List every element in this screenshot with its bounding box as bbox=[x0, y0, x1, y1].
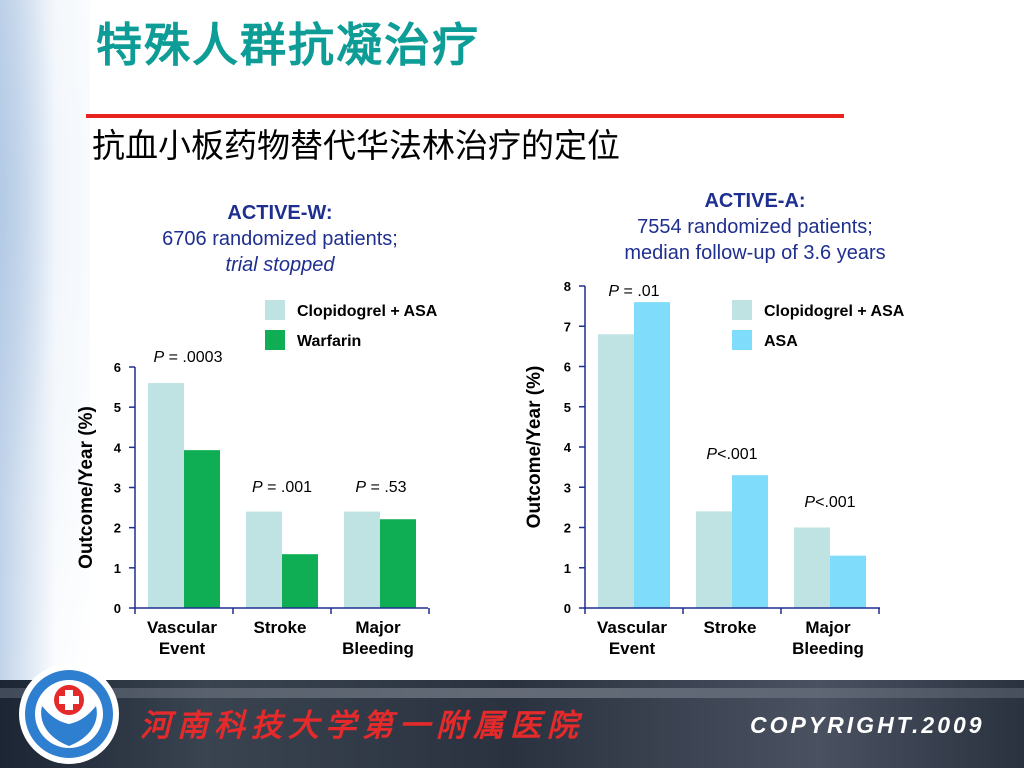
active-w-bar-clopidogrel-asa bbox=[148, 383, 184, 608]
active-w-y-tick-label: 2 bbox=[114, 521, 121, 536]
active-a-bar-asa bbox=[830, 555, 866, 608]
active-a-heading-patients: 7554 randomized patients; bbox=[637, 216, 873, 238]
active-a-category-label: Event bbox=[609, 639, 656, 658]
active-w-p-value-label: P = .001 bbox=[252, 479, 312, 496]
active-w-bar-warfarin bbox=[380, 519, 416, 608]
active-w-y-tick-label: 5 bbox=[114, 400, 121, 415]
active-w-heading-title: ACTIVE-W: bbox=[227, 202, 333, 224]
active-w-legend-swatch bbox=[265, 300, 285, 320]
active-a-heading: ACTIVE-A: 7554 randomized patients; medi… bbox=[560, 188, 950, 266]
active-w-category-label: Bleeding bbox=[342, 639, 414, 658]
active-a-p-value-label: P<.001 bbox=[804, 494, 855, 511]
active-w-legend-swatch bbox=[265, 330, 285, 350]
active-w-y-tick-label: 4 bbox=[114, 440, 122, 455]
title-divider bbox=[86, 114, 844, 118]
active-w-heading: ACTIVE-W: 6706 randomized patients; tria… bbox=[110, 200, 450, 278]
slide-subtitle: 抗血小板药物替代华法林治疗的定位 bbox=[92, 126, 620, 165]
active-a-legend-swatch bbox=[732, 300, 752, 320]
active-a-category-label: Stroke bbox=[704, 618, 757, 637]
active-a-y-tick-label: 6 bbox=[564, 360, 571, 375]
active-a-p-value-label: P = .01 bbox=[608, 283, 659, 300]
footer-institution: 河南科技大学第一附属医院 bbox=[140, 708, 584, 744]
active-w-y-tick-label: 1 bbox=[114, 561, 121, 576]
footer-copyright: COPYRIGHT.2009 bbox=[750, 712, 985, 738]
hospital-logo-icon bbox=[19, 664, 119, 764]
active-a-y-axis-label: Outcome/Year (%) bbox=[524, 366, 545, 529]
active-a-p-value-label: P<.001 bbox=[706, 446, 757, 463]
active-a-legend-swatch bbox=[732, 330, 752, 350]
active-w-y-tick-label: 6 bbox=[114, 360, 121, 375]
background-glow-edge bbox=[0, 0, 55, 680]
active-a-y-tick-label: 2 bbox=[564, 521, 571, 536]
active-w-bar-warfarin bbox=[184, 450, 220, 608]
active-a-category-label: Major bbox=[805, 618, 851, 637]
active-w-p-value-label: P = .0003 bbox=[154, 349, 223, 366]
active-w-bar-warfarin bbox=[282, 554, 318, 608]
active-a-bar-clopidogrel-asa bbox=[598, 334, 634, 608]
active-w-heading-patients: 6706 randomized patients; bbox=[162, 228, 398, 250]
active-a-y-tick-label: 3 bbox=[564, 480, 571, 495]
active-w-heading-status: trial stopped bbox=[225, 254, 335, 276]
active-a-bar-clopidogrel-asa bbox=[696, 511, 732, 608]
active-w-bar-clopidogrel-asa bbox=[344, 511, 380, 608]
active-w-bar-clopidogrel-asa bbox=[246, 511, 282, 608]
active-a-y-tick-label: 4 bbox=[564, 440, 572, 455]
active-a-legend-label: ASA bbox=[764, 333, 798, 350]
active-a-bar-asa bbox=[732, 475, 768, 608]
slide-title: 特殊人群抗凝治疗 bbox=[96, 18, 480, 72]
active-w-category-label: Event bbox=[159, 639, 206, 658]
active-w-legend-label: Warfarin bbox=[297, 333, 361, 350]
active-a-y-tick-label: 7 bbox=[564, 319, 571, 334]
active-w-category-label: Stroke bbox=[254, 618, 307, 637]
active-a-bar-asa bbox=[634, 302, 670, 608]
active-w-y-tick-label: 3 bbox=[114, 481, 121, 496]
active-a-bar-clopidogrel-asa bbox=[794, 527, 830, 608]
charts-canvas: Outcome/Year (%) 0 1 2 3 4 5 6 Vascular Event P = … bbox=[76, 279, 905, 658]
active-w-category-label: Major bbox=[355, 618, 401, 637]
active-w-category-label: Vascular bbox=[147, 618, 217, 637]
active-w-p-value-label: P = .53 bbox=[355, 479, 406, 496]
active-a-category-label: Bleeding bbox=[792, 639, 864, 658]
active-w-y-tick-label: 0 bbox=[114, 601, 121, 616]
footer-highlight bbox=[0, 688, 1024, 698]
active-w-y-axis-label: Outcome/Year (%) bbox=[76, 406, 97, 569]
active-a-category-label: Vascular bbox=[597, 618, 667, 637]
active-a-y-tick-label: 0 bbox=[564, 601, 571, 616]
active-w-legend-label: Clopidogrel + ASA bbox=[297, 303, 438, 320]
active-a-y-tick-label: 1 bbox=[564, 561, 571, 576]
active-a-heading-followup: median follow-up of 3.6 years bbox=[624, 242, 886, 264]
active-a-y-tick-label: 8 bbox=[564, 279, 571, 294]
active-a-y-tick-label: 5 bbox=[564, 400, 571, 415]
active-a-legend-label: Clopidogrel + ASA bbox=[764, 303, 905, 320]
active-a-heading-title: ACTIVE-A: bbox=[704, 190, 806, 212]
